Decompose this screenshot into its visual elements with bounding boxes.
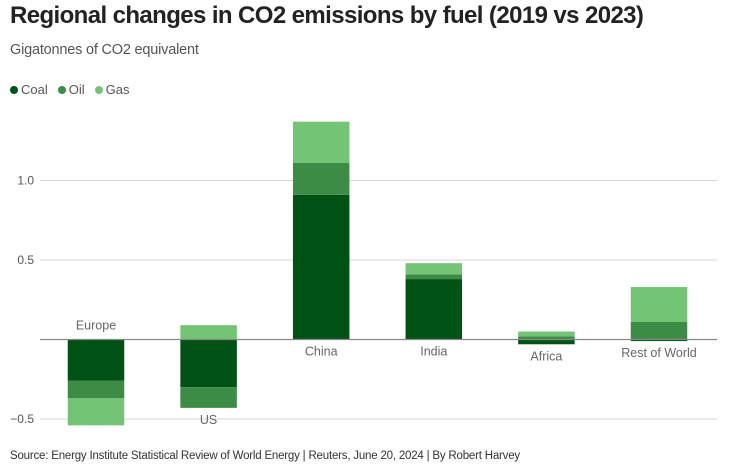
- bar-segment-gas: [405, 263, 463, 275]
- x-category-label: China: [305, 345, 338, 359]
- y-tick-label: 0.5: [17, 253, 34, 267]
- bar-segment-gas: [630, 287, 688, 323]
- chart-subtitle: Gigatonnes of CO2 equivalent: [10, 42, 199, 58]
- legend-swatch-coal: [10, 85, 18, 94]
- x-category-label: Africa: [530, 349, 562, 363]
- legend: Coal Oil Gas: [10, 82, 129, 97]
- legend-item-gas: Gas: [94, 82, 130, 97]
- legend-label-gas: Gas: [105, 82, 130, 97]
- bar-segment-coal: [630, 339, 688, 342]
- bar-segment-gas: [67, 398, 125, 426]
- gridlines: −0.5 0.5 1.0: [10, 174, 717, 426]
- bar-segment-oil: [67, 380, 125, 399]
- bar-segment-gas: [180, 325, 237, 340]
- bar-segment-oil: [630, 322, 688, 340]
- y-tick-label: 1.0: [17, 174, 34, 188]
- bar-segment-coal: [180, 339, 237, 388]
- bar-segment-coal: [67, 339, 125, 381]
- bar-segment-oil: [292, 163, 350, 195]
- x-category-label: India: [420, 345, 447, 359]
- bars: [67, 121, 688, 426]
- bar-segment-gas: [292, 121, 350, 164]
- legend-item-coal: Coal: [10, 82, 48, 97]
- chart-title: Regional changes in CO2 emissions by fue…: [10, 2, 644, 29]
- bar-segment-oil: [180, 387, 237, 408]
- bar-segment-coal: [292, 194, 350, 340]
- x-category-label: Rest of World: [621, 346, 697, 360]
- bar-segment-oil: [405, 274, 463, 280]
- legend-item-oil: Oil: [57, 82, 85, 97]
- legend-label-coal: Coal: [21, 82, 48, 97]
- x-category-label: Europe: [76, 319, 116, 333]
- category-labels: Europe US China India Africa Rest of World: [76, 319, 697, 427]
- source-note: Source: Energy Institute Statistical Rev…: [10, 450, 520, 462]
- legend-swatch-gas: [94, 85, 103, 94]
- legend-label-oil: Oil: [68, 82, 85, 97]
- bar-segment-coal: [518, 339, 575, 345]
- bar-segment-coal: [405, 279, 463, 340]
- legend-swatch-oil: [57, 85, 66, 94]
- bar-segment-oil: [518, 336, 575, 340]
- x-category-label: US: [200, 413, 217, 427]
- y-tick-label: −0.5: [10, 412, 34, 426]
- bar-segment-gas: [518, 331, 575, 337]
